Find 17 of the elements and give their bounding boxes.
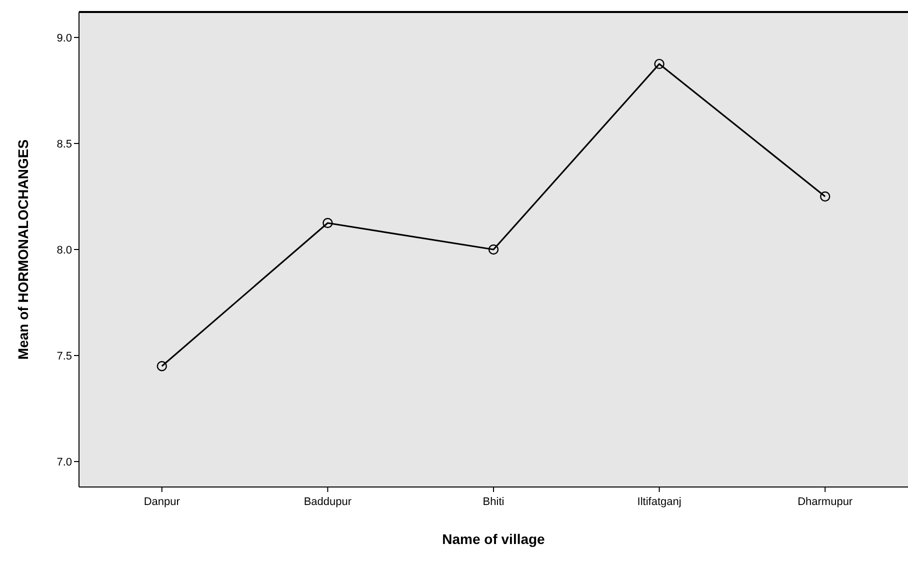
- point: [654, 58, 664, 70]
- x-tick-label: Baddupur: [304, 496, 352, 508]
- y-tick-label: 7.0: [56, 456, 72, 468]
- x-axis-title: Name of village: [442, 531, 546, 547]
- x-tick-label: Iltifatganj: [637, 496, 682, 508]
- y-axis-title: Mean of HORMONALOCHANGES: [15, 139, 31, 360]
- y-tick-label: 8.0: [56, 244, 72, 256]
- point: [488, 244, 499, 255]
- x-tick-label: Bhiti: [482, 496, 504, 508]
- point: [322, 218, 333, 228]
- y-tick-label: 9.0: [56, 32, 72, 44]
- point: [156, 361, 167, 372]
- x-tick-label: Danpur: [144, 496, 180, 508]
- y-tick-label: 8.5: [56, 138, 72, 150]
- point: [820, 191, 830, 202]
- y-tick-label: 7.5: [56, 350, 72, 362]
- x-tick-label: Dharmupur: [798, 496, 853, 508]
